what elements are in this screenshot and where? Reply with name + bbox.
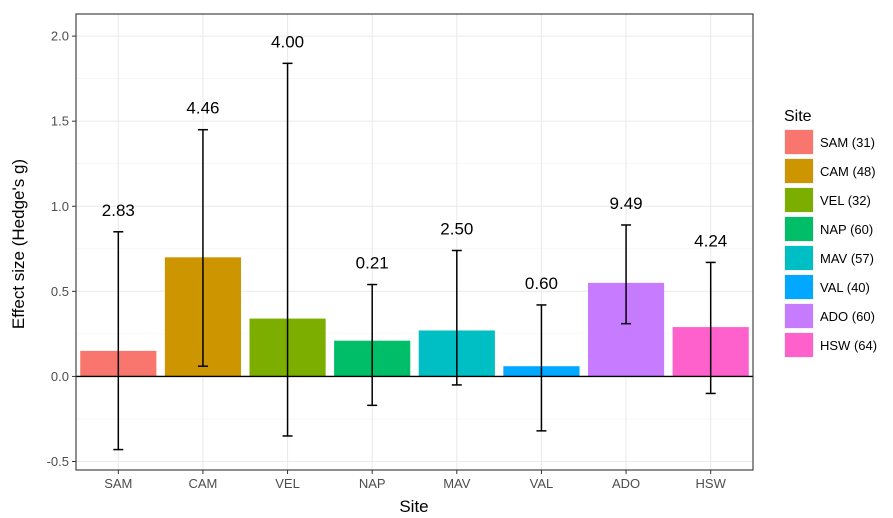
data-label-cam: 4.46 — [186, 99, 219, 118]
error-bar-val — [536, 304, 547, 432]
y-tick-label: 1.0 — [51, 199, 69, 214]
legend-label: SAM (31) — [820, 135, 875, 150]
legend-title: Site — [784, 108, 812, 125]
y-axis-title: Effect size (Hedge's g) — [9, 159, 28, 329]
x-tick-label: SAM — [104, 476, 132, 491]
legend-label: ADO (60) — [820, 309, 875, 324]
error-bar-ado — [621, 224, 632, 325]
legend: Site SAM (31) CAM (48) VEL (32) NAP (60) MAV… — [784, 108, 877, 358]
y-tick-label: 0.0 — [51, 369, 69, 384]
plot-panel: -0.5 0.0 0.5 1.0 1.5 2.0 2.83 4.46 4.00 0.21 2.50 0… — [47, 13, 754, 491]
legend-swatch-vel — [785, 188, 813, 212]
x-tick-label: HSW — [696, 476, 727, 491]
x-tick-label: VEL — [275, 476, 300, 491]
legend-label: VEL (32) — [820, 193, 871, 208]
legend-swatch-cam — [785, 159, 813, 183]
legend-swatch-ado — [785, 304, 813, 328]
error-bar-vel — [282, 62, 293, 437]
legend-label: NAP (60) — [820, 222, 873, 237]
x-tick-label: MAV — [443, 476, 471, 491]
error-bar-mav — [451, 249, 462, 386]
data-label-val: 0.60 — [525, 274, 558, 293]
legend-label: CAM (48) — [820, 164, 876, 179]
x-axis-title: Site — [399, 497, 428, 516]
y-tick-label: 0.5 — [51, 284, 69, 299]
error-bar-hsw — [705, 261, 716, 395]
y-tick-label: 1.5 — [51, 114, 69, 129]
x-tick-label: NAP — [359, 476, 386, 491]
plot-border — [75, 13, 754, 471]
legend-label: VAL (40) — [820, 280, 870, 295]
x-tick-label: ADO — [612, 476, 640, 491]
error-bar-nap — [367, 283, 378, 407]
legend-swatch-sam — [785, 130, 813, 154]
data-label-sam: 2.83 — [102, 201, 135, 220]
plot-background — [76, 14, 753, 470]
data-label-mav: 2.50 — [440, 220, 473, 239]
legend-swatch-val — [785, 275, 813, 299]
data-label-nap: 0.21 — [356, 254, 389, 273]
error-bar-sam — [113, 231, 124, 451]
x-tick-label: CAM — [188, 476, 217, 491]
y-tick-label: 2.0 — [51, 29, 69, 44]
y-tick-label: -0.5 — [47, 454, 69, 469]
legend-swatch-hsw — [785, 333, 813, 357]
data-label-vel: 4.00 — [271, 32, 304, 51]
legend-swatch-nap — [785, 217, 813, 241]
data-label-hsw: 4.24 — [694, 231, 727, 250]
legend-swatch-mav — [785, 246, 813, 270]
legend-label: MAV (57) — [820, 251, 874, 266]
data-label-ado: 9.49 — [610, 194, 643, 213]
error-bar-cam — [197, 128, 208, 367]
legend-label: HSW (64) — [820, 338, 877, 353]
x-tick-label: VAL — [530, 476, 554, 491]
